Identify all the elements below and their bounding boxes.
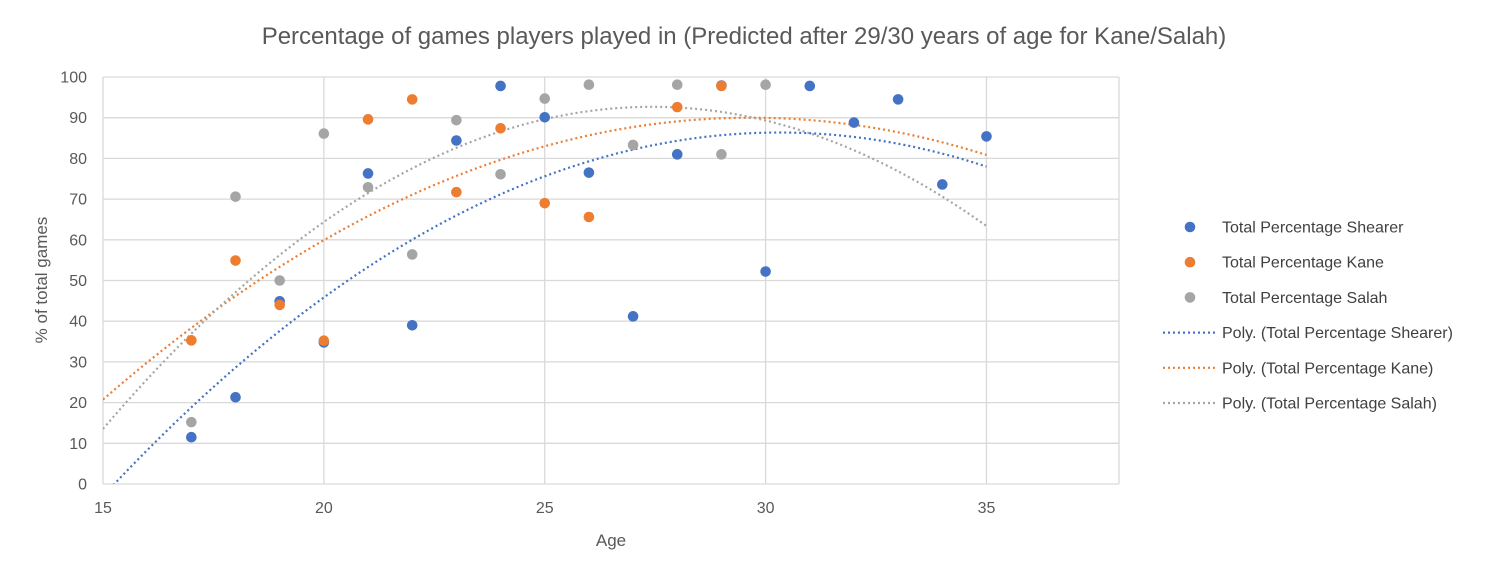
legend-marker — [1184, 292, 1196, 303]
data-point-series-2 — [627, 139, 639, 151]
y-tick-label: 50 — [69, 273, 87, 290]
trendline-0 — [112, 131, 987, 484]
data-points — [186, 79, 992, 443]
x-axis-label: Age — [596, 531, 626, 550]
data-point-series-0 — [848, 117, 860, 128]
legend-label: Poly. (Total Percentage Kane) — [1222, 360, 1433, 377]
data-point-series-2 — [760, 79, 771, 91]
data-point-series-2 — [362, 181, 374, 193]
x-tick-label: 35 — [978, 500, 996, 517]
legend-label: Total Percentage Salah — [1222, 290, 1387, 307]
chart-title: Percentage of games players played in (P… — [262, 23, 1227, 50]
gridlines — [102, 76, 1120, 485]
data-point-series-2 — [716, 149, 727, 160]
data-point-series-1 — [583, 211, 595, 223]
y-tick-label: 60 — [69, 232, 87, 249]
data-point-series-1 — [406, 94, 418, 105]
data-point-series-1 — [362, 114, 374, 125]
data-point-series-0 — [892, 94, 904, 105]
trendline-1 — [103, 116, 987, 401]
data-point-series-2 — [406, 249, 418, 260]
trendline-2 — [103, 105, 988, 430]
data-point-series-1 — [451, 186, 462, 198]
y-tick-label: 70 — [69, 192, 87, 209]
legend-label: Total Percentage Shearer — [1222, 220, 1404, 237]
y-tick-label: 0 — [78, 477, 87, 494]
legend: Total Percentage Shearer Total Percentage… — [1163, 220, 1453, 413]
data-point-series-2 — [274, 275, 285, 286]
legend-label: Poly. (Total Percentage Salah) — [1222, 396, 1437, 413]
x-tick-label: 25 — [536, 500, 554, 517]
data-point-series-0 — [539, 111, 551, 123]
data-point-series-2 — [671, 79, 683, 91]
legend-marker — [1184, 256, 1196, 268]
data-point-series-1 — [671, 101, 683, 113]
data-point-series-1 — [186, 335, 197, 346]
data-point-series-0 — [981, 131, 992, 142]
data-point-series-1 — [318, 335, 330, 347]
data-point-series-1 — [230, 255, 241, 266]
trendlines — [103, 105, 988, 484]
y-axis-label: % of total games — [32, 217, 51, 344]
x-tick-label: 20 — [315, 500, 333, 517]
legend-label: Poly. (Total Percentage Shearer) — [1222, 325, 1453, 342]
data-point-series-2 — [495, 168, 506, 180]
data-point-series-0 — [760, 266, 771, 277]
y-tick-label: 20 — [69, 395, 87, 412]
data-point-series-0 — [583, 167, 595, 178]
data-point-series-1 — [716, 80, 727, 92]
data-point-series-0 — [627, 311, 639, 322]
data-point-series-2 — [318, 128, 330, 139]
y-tick-label: 10 — [69, 436, 87, 453]
data-point-series-0 — [937, 179, 948, 190]
x-tick-label: 30 — [757, 500, 775, 517]
y-tick-label: 40 — [69, 314, 87, 331]
legend-marker — [1184, 221, 1196, 233]
y-tick-label: 30 — [69, 354, 87, 371]
tick-labels: 0 10 20 30 40 50 60 70 80 90 100 15 20 25 30 35 — [60, 70, 995, 518]
data-point-series-0 — [451, 135, 462, 146]
data-point-series-1 — [274, 299, 285, 311]
data-point-series-2 — [583, 79, 595, 91]
y-tick-label: 80 — [69, 151, 87, 168]
data-point-series-1 — [539, 197, 551, 209]
data-point-series-0 — [230, 392, 241, 403]
data-point-series-0 — [406, 319, 418, 331]
x-tick-label: 15 — [94, 500, 112, 517]
data-point-series-0 — [495, 80, 506, 92]
data-point-series-2 — [451, 114, 462, 126]
data-point-series-0 — [186, 431, 197, 443]
data-point-series-2 — [230, 191, 241, 202]
legend-label: Total Percentage Kane — [1222, 255, 1384, 272]
y-tick-label: 100 — [60, 70, 87, 87]
data-point-series-2 — [186, 416, 197, 428]
data-point-series-2 — [539, 93, 551, 104]
data-point-series-0 — [804, 80, 816, 92]
data-point-series-1 — [495, 122, 506, 134]
data-point-series-0 — [671, 149, 683, 160]
data-point-series-0 — [362, 168, 374, 179]
y-tick-label: 90 — [69, 110, 87, 127]
